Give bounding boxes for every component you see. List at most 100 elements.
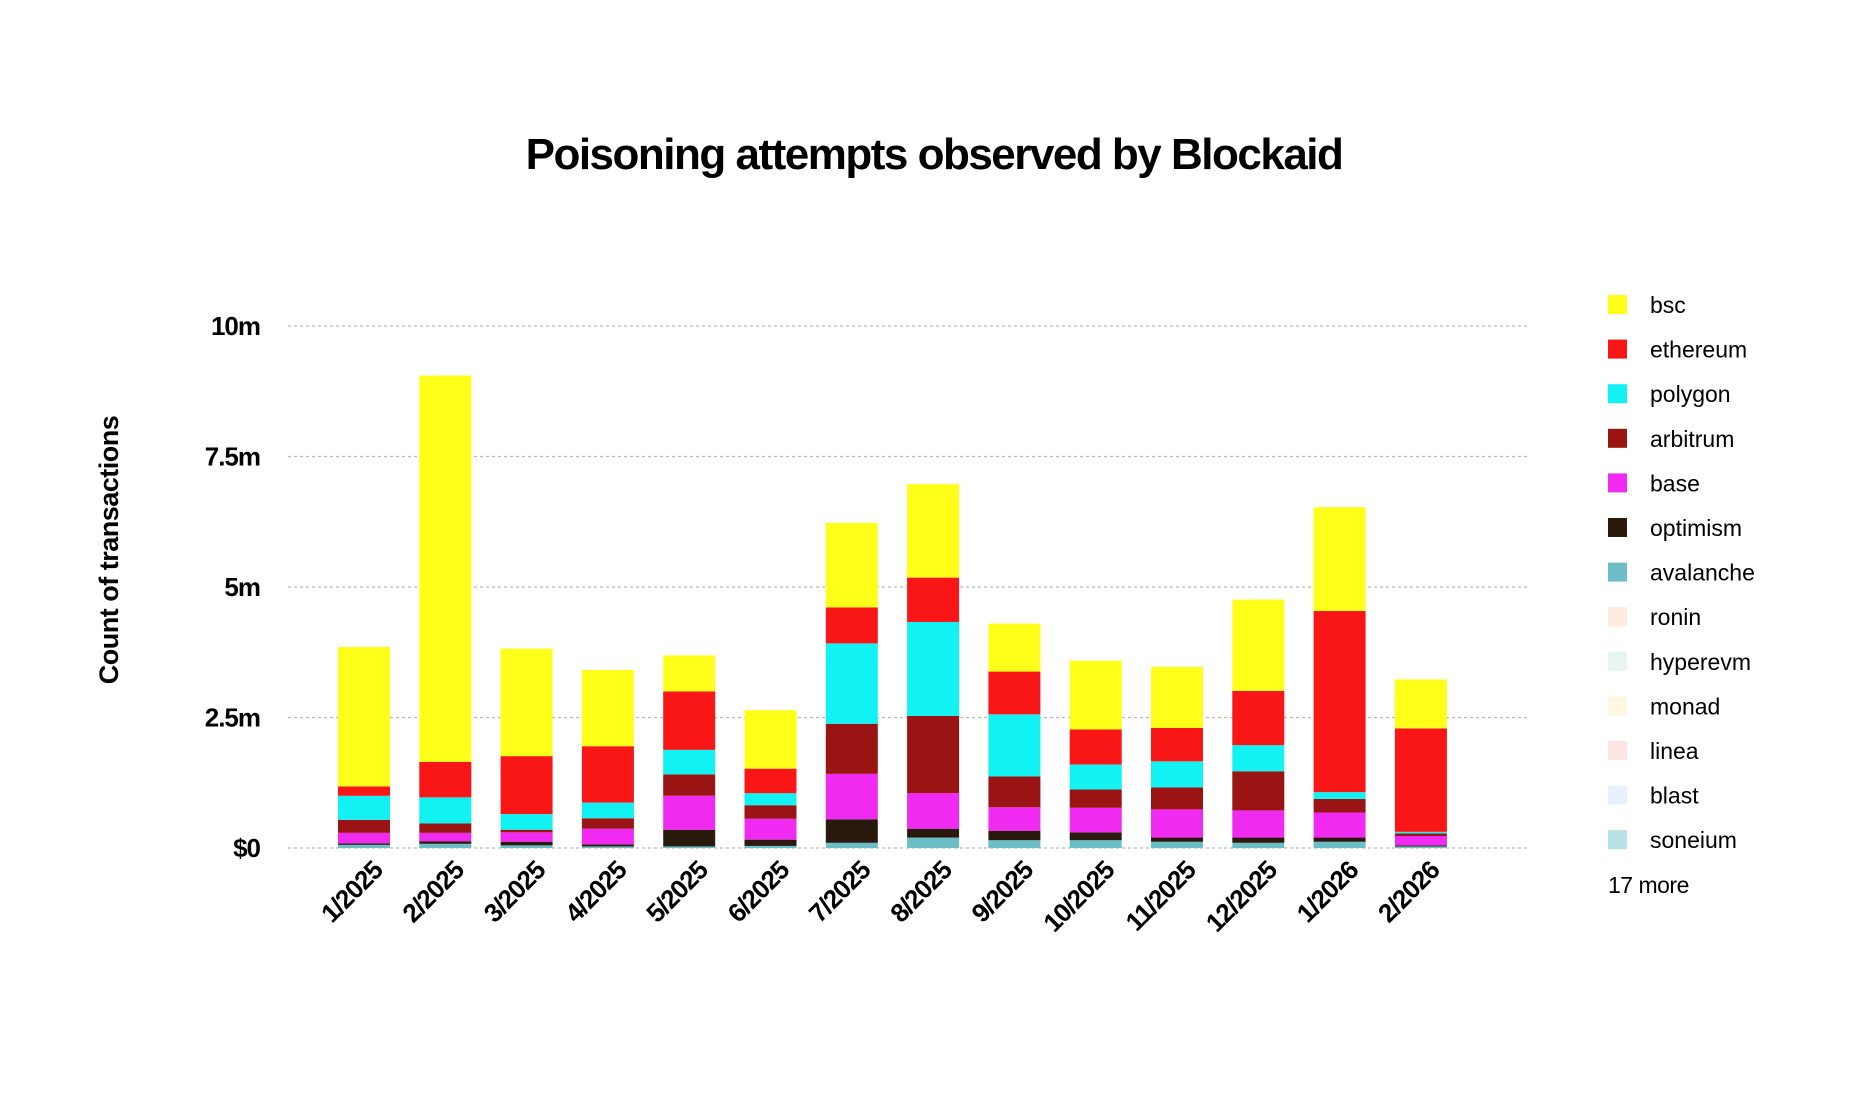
bar-segment-polygon (338, 795, 390, 820)
bar-segment-base (1394, 835, 1447, 846)
bar-segment-ethereum (825, 607, 878, 644)
bar-segment-arbitrum (1151, 787, 1203, 810)
legend-swatch-linea (1608, 741, 1627, 760)
legend-label-arbitrum: arbitrum (1650, 426, 1734, 452)
bar-segment-ethereum (1232, 690, 1285, 746)
bar-segment-ethereum (419, 761, 472, 798)
bar-segment-bsc (1151, 666, 1203, 728)
bar-segment-optimism (825, 819, 878, 843)
y-tick-label: $0 (233, 833, 260, 863)
legend-label-linea: linea (1650, 738, 1699, 764)
x-tick-label: 8/2025 (884, 855, 958, 929)
bar-segment-ethereum (907, 577, 960, 622)
legend-label-bsc: bsc (1650, 292, 1686, 318)
bar-segment-polygon (419, 797, 472, 824)
bar-segment-avalanche (988, 840, 1041, 848)
bar-segment-arbitrum (744, 805, 797, 819)
bar-segment-avalanche (744, 845, 797, 848)
y-axis-label: Count of transactions (94, 416, 124, 685)
bar-segment-optimism (1069, 832, 1122, 841)
bar-segment-arbitrum (988, 776, 1041, 808)
bar-segment-polygon (663, 749, 716, 775)
x-axis-ticks: 1/2025 2/2025 3/2025 4/2025 5/2025 6/2025 7/20… (315, 855, 1445, 938)
bar-segment-polygon (1394, 831, 1447, 834)
legend-swatch-ethereum (1608, 339, 1627, 359)
bar-segment-bsc (1313, 507, 1366, 612)
bar-segment-arbitrum (825, 723, 878, 774)
bar-segment-bsc (825, 522, 878, 608)
bars (338, 375, 1447, 848)
bar-segment-ethereum (1394, 728, 1447, 832)
bar-segment-arbitrum (1069, 789, 1122, 808)
legend-swatch-monad (1608, 696, 1627, 716)
bar-segment-avalanche (1313, 841, 1366, 848)
x-tick-label: 10/2025 (1037, 855, 1120, 938)
bar-segment-avalanche (419, 843, 472, 848)
bar-segment-bsc (663, 655, 716, 692)
bar-segment-arbitrum (663, 774, 716, 796)
bar-segment-optimism (500, 841, 553, 846)
bar-segment-optimism (1394, 845, 1447, 847)
bar-segment-polygon (907, 621, 960, 716)
x-tick-label: 2/2026 (1372, 855, 1446, 929)
bar-segment-arbitrum (338, 819, 390, 833)
legend-more-link[interactable]: 17 more (1608, 872, 1689, 898)
bar-segment-avalanche (500, 845, 553, 848)
chart-title: Poisoning attempts observed by Blockaid (525, 130, 1344, 179)
bar-segment-bsc (1069, 660, 1122, 730)
bar-segment-ethereum (1313, 611, 1366, 793)
x-tick-label: 1/2025 (315, 855, 389, 929)
legend-label-polygon: polygon (1650, 381, 1731, 407)
x-tick-label: 1/2026 (1291, 855, 1365, 929)
bar-segment-base (988, 807, 1041, 831)
bar-segment-optimism (1313, 837, 1366, 842)
bar-segment-bsc (500, 648, 553, 757)
bar-segment-polygon (1313, 792, 1366, 799)
legend-label-avalanche: avalanche (1650, 560, 1755, 586)
legend-swatch-blast (1608, 785, 1627, 805)
bar-segment-arbitrum (1394, 833, 1447, 836)
x-tick-label: 7/2025 (803, 855, 877, 929)
bar-segment-ethereum (1151, 727, 1203, 762)
bar-segment-avalanche (338, 844, 390, 848)
legend-swatch-hyperevm (1608, 651, 1627, 671)
bar-segment-polygon (825, 643, 878, 724)
bar-segment-optimism (1232, 837, 1285, 843)
bar-segment-arbitrum (907, 715, 960, 794)
bar-segment-arbitrum (1232, 771, 1285, 811)
legend-swatch-optimism (1608, 518, 1627, 537)
x-tick-label: 4/2025 (559, 855, 633, 929)
bar-segment-bsc (419, 375, 472, 762)
bar-segment-bsc (1394, 679, 1447, 729)
bar-segment-avalanche (663, 846, 716, 848)
bar-segment-arbitrum (581, 818, 634, 829)
bar-segment-base (338, 832, 390, 844)
bar-segment-optimism (581, 844, 634, 847)
bar-segment-polygon (1069, 764, 1122, 790)
bar-segment-avalanche (907, 837, 960, 848)
y-axis-ticks: $0 2.5m 5m 7.5m 10m (205, 311, 262, 863)
bar-segment-avalanche (581, 846, 634, 848)
bar-segment-avalanche (1394, 846, 1447, 848)
legend-swatch-bsc (1608, 295, 1627, 314)
y-tick-label: 7.5m (205, 442, 260, 472)
x-tick-label: 2/2025 (396, 855, 470, 929)
bar-segment-base (825, 773, 878, 820)
bar-segment-bsc (338, 647, 390, 787)
bar-segment-ethereum (744, 768, 797, 794)
bar-segment-base (1151, 809, 1203, 838)
bar-segment-optimism (907, 828, 960, 838)
bar-segment-polygon (1232, 745, 1285, 772)
bar-segment-ethereum (581, 746, 634, 803)
bar-segment-bsc (1232, 599, 1285, 691)
x-tick-label: 12/2025 (1200, 855, 1283, 938)
bar-segment-avalanche (1069, 840, 1122, 848)
legend-swatch-avalanche (1608, 562, 1627, 582)
legend-label-hyperevm: hyperevm (1650, 649, 1751, 675)
bar-segment-polygon (581, 802, 634, 819)
bar-segment-optimism (419, 841, 472, 844)
legend-label-soneium: soneium (1650, 827, 1737, 853)
bar-segment-arbitrum (500, 829, 553, 833)
y-tick-label: 5m (224, 572, 260, 602)
